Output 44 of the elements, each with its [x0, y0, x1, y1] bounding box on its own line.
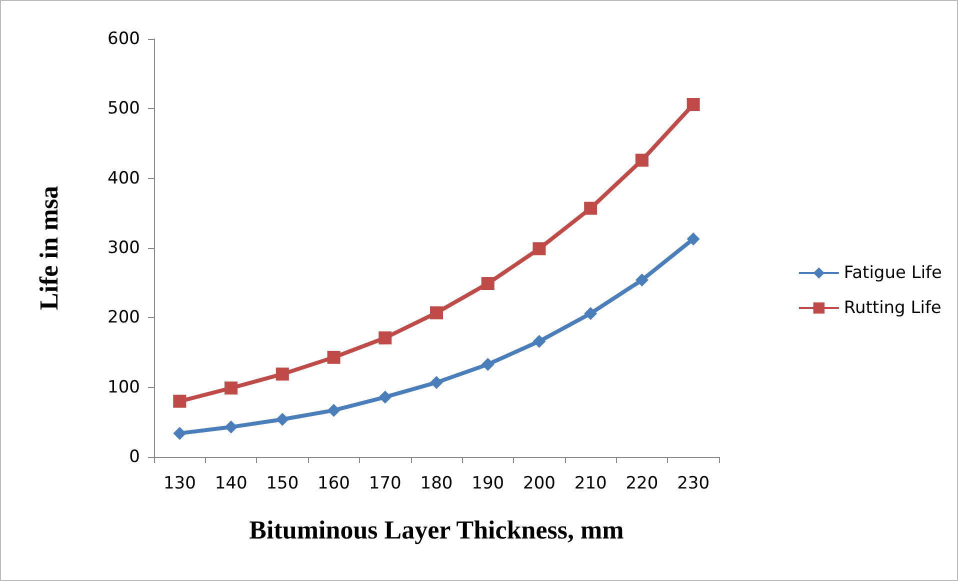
y-tick-label: 300: [108, 238, 140, 258]
point: [224, 420, 238, 434]
x-tick-label: 130: [163, 474, 196, 494]
point: [481, 358, 494, 371]
y-tick-label: 0: [129, 447, 140, 467]
x-tick-label: 160: [318, 474, 350, 494]
x-tick-label: 190: [472, 474, 504, 494]
point: [532, 334, 546, 348]
point: [635, 274, 648, 287]
legend-label: Fatigue Life: [844, 263, 942, 283]
point: [686, 232, 700, 246]
point: [532, 242, 546, 256]
point: [584, 306, 598, 320]
point: [430, 376, 443, 389]
point: [635, 154, 648, 167]
point: [378, 331, 392, 344]
y-axis-title: Life in msa: [34, 186, 64, 310]
x-tick-label: 220: [626, 474, 658, 494]
point: [481, 277, 494, 290]
x-tick-label: 170: [368, 474, 402, 494]
point: [224, 382, 238, 395]
point: [686, 98, 700, 111]
y-tick-label: 200: [108, 308, 140, 328]
y-tick-label: 600: [108, 29, 140, 49]
point: [378, 390, 392, 404]
point: [327, 404, 340, 417]
legend-label: Rutting Life: [844, 298, 942, 318]
y-tick-label: 500: [108, 98, 140, 119]
point: [276, 368, 289, 381]
x-tick-label: 230: [677, 474, 710, 494]
point: [327, 350, 340, 364]
point: [430, 306, 443, 320]
x-tick-label: 150: [266, 474, 299, 494]
y-tick-label: 100: [108, 377, 140, 398]
y-tick-label: 400: [108, 168, 140, 188]
point: [276, 412, 289, 426]
x-tick-label: 210: [574, 474, 607, 494]
point: [173, 394, 186, 408]
x-tick-label: 140: [214, 474, 248, 494]
point: [173, 426, 186, 440]
point: [584, 202, 598, 215]
x-tick-label: 180: [420, 474, 453, 494]
x-tick-label: 200: [523, 474, 556, 494]
x-axis-title: Bituminous Layer Thickness, mm: [249, 516, 624, 544]
